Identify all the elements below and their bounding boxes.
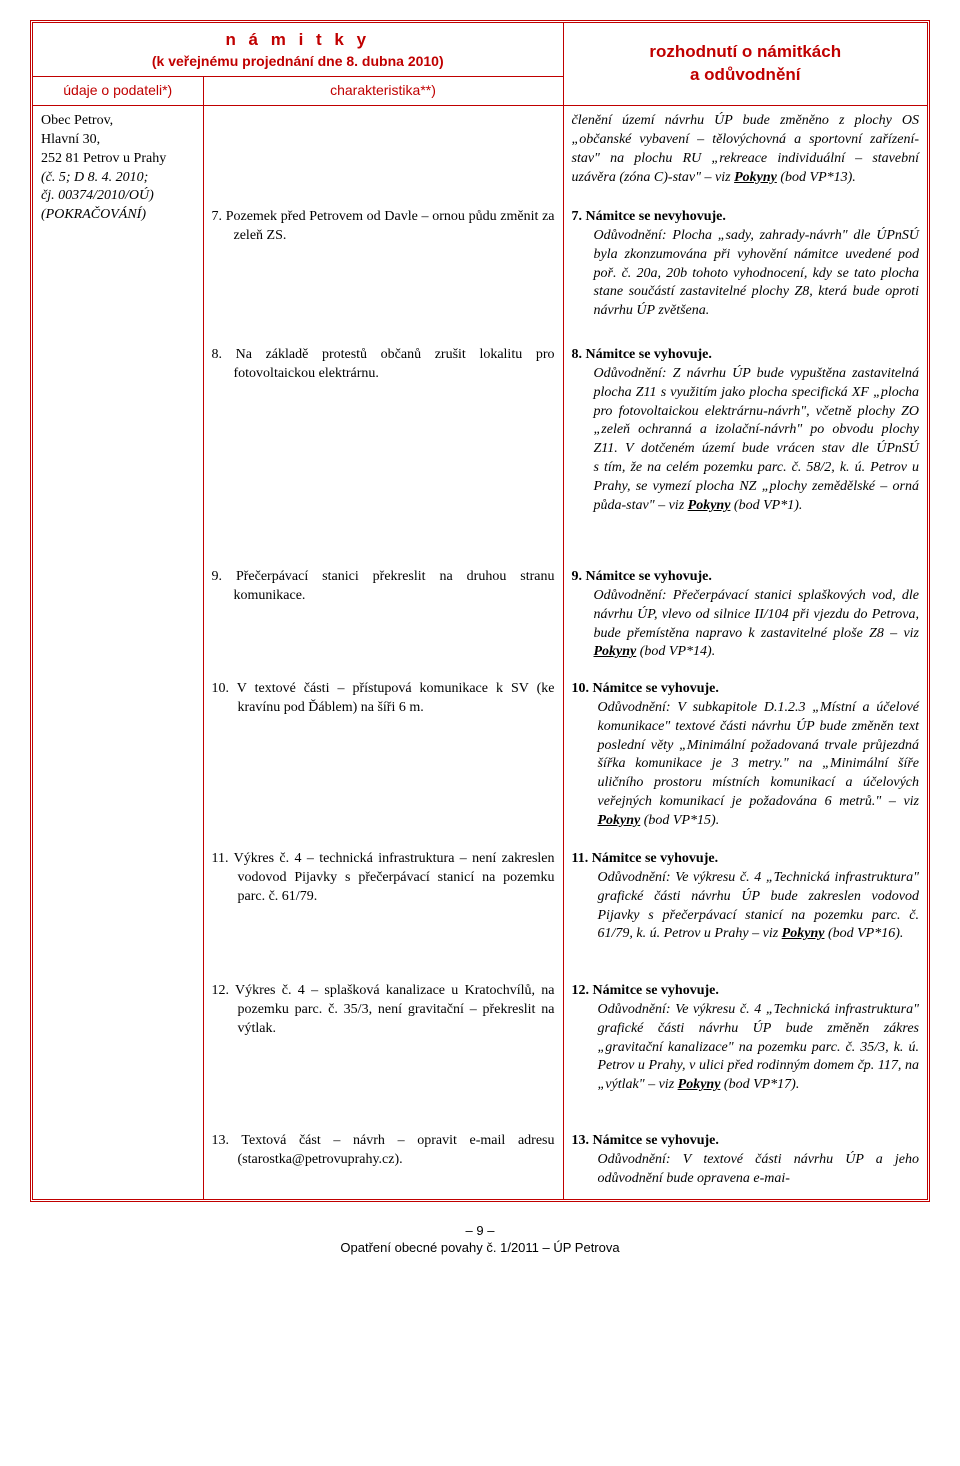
petitioner-line6: (POKRAČOVÁNÍ): [41, 206, 195, 225]
petitioner-line2: Hlavní 30,: [41, 131, 195, 150]
petitioner-line1: Obec Petrov,: [41, 112, 195, 131]
dec-8-body1: Odůvodnění: Z návrhu ÚP bude vypuštěna z…: [594, 366, 920, 513]
header-right-line1: rozhodnutí o námitkách: [570, 41, 922, 64]
header-subtitle: (k veřejnému projednání dne 8. dubna 201…: [37, 52, 559, 71]
petitioner-line5: čj. 00374/2010/OÚ): [41, 187, 195, 206]
main-table: n á m i t k y (k veřejnému projednání dn…: [33, 23, 927, 1199]
dec-13-title: 13. Námitce se vyhovuje.: [572, 1133, 719, 1148]
dec-intro: členění území návrhu ÚP bude změněno z p…: [572, 112, 920, 208]
dec-10-title: 10. Námitce se vyhovuje.: [572, 681, 719, 696]
dec-10-body2: (bod VP*15).: [640, 813, 719, 828]
dec-item-10: 10. Námitce se vyhovuje. Odůvodnění: V s…: [572, 680, 920, 850]
dec-11-body2: (bod VP*16).: [824, 926, 903, 941]
dec-13-body: Odůvodnění: V textové části návrhu ÚP a …: [598, 1152, 920, 1186]
petitioner-cell: Obec Petrov, Hlavní 30, 252 81 Petrov u …: [33, 105, 203, 1198]
char-item-7: 7. Pozemek před Petrovem od Davle – orno…: [212, 208, 555, 346]
page-footer: – 9 – Opatření obecné povahy č. 1/2011 –…: [30, 1222, 930, 1257]
dec-12-link: Pokyny: [678, 1077, 721, 1092]
char-item-10: 10. V textové části – přístupová komunik…: [212, 680, 555, 850]
char-item-11: 11. Výkres č. 4 – technická infrastruktu…: [212, 850, 555, 982]
dec-11-title: 11. Námitce se vyhovuje.: [572, 851, 719, 866]
dec-item-7: 7. Námitce se nevyhovuje. Odůvodnění: Pl…: [572, 208, 920, 346]
dec-9-link: Pokyny: [594, 644, 637, 659]
char-item-12: 12. Výkres č. 4 – splašková kanalizace u…: [212, 982, 555, 1132]
header-right: rozhodnutí o námitkách a odůvodnění: [563, 23, 927, 105]
header-left: n á m i t k y (k veřejnému projednání dn…: [33, 23, 563, 76]
dec-12-body2: (bod VP*17).: [720, 1077, 799, 1092]
footer-page-number: – 9 –: [30, 1222, 930, 1240]
dec-10-link: Pokyny: [598, 813, 641, 828]
dec-intro-tail: (bod VP*13).: [777, 170, 856, 185]
dec-9-title: 9. Námitce se vyhovuje.: [572, 569, 712, 584]
dec-8-title: 8. Námitce se vyhovuje.: [572, 347, 712, 362]
dec-intro-link: Pokyny: [734, 170, 777, 185]
dec-item-9: 9. Námitce se vyhovuje. Odůvodnění: Přeč…: [572, 568, 920, 680]
document-frame: n á m i t k y (k veřejnému projednání dn…: [30, 20, 930, 1202]
dec-8-link: Pokyny: [688, 498, 731, 513]
char-item-8: 8. Na základě protestů občanů zrušit lok…: [212, 346, 555, 568]
dec-10-body1: Odůvodnění: V subkapitole D.1.2.3 „Místn…: [598, 700, 920, 809]
decision-cell: členění území návrhu ÚP bude změněno z p…: [563, 105, 927, 1198]
dec-item-11: 11. Námitce se vyhovuje. Odůvodnění: Ve …: [572, 850, 920, 982]
header-col-b: charakteristika**): [203, 76, 563, 105]
dec-12-title: 12. Námitce se vyhovuje.: [572, 983, 719, 998]
dec-11-link: Pokyny: [782, 926, 825, 941]
characteristics-cell: 7. Pozemek před Petrovem od Davle – orno…: [203, 105, 563, 1198]
dec-item-8: 8. Námitce se vyhovuje. Odůvodnění: Z ná…: [572, 346, 920, 568]
petitioner-line4: (č. 5; D 8. 4. 2010;: [41, 169, 195, 188]
char-item-9: 9. Přečerpávací stanici překreslit na dr…: [212, 568, 555, 680]
dec-9-body2: (bod VP*14).: [636, 644, 715, 659]
dec-9-body1: Odůvodnění: Přečerpávací stanici splaško…: [594, 588, 920, 641]
dec-7-body: Odůvodnění: Plocha „sady, zahrady-návrh"…: [594, 228, 920, 319]
dec-8-body2: (bod VP*1).: [730, 498, 802, 513]
petitioner-line3: 252 81 Petrov u Prahy: [41, 150, 195, 169]
dec-item-13: 13. Námitce se vyhovuje. Odůvodnění: V t…: [572, 1132, 920, 1189]
dec-7-title: 7. Námitce se nevyhovuje.: [572, 209, 726, 224]
header-col-a: údaje o podateli*): [33, 76, 203, 105]
dec-item-12: 12. Námitce se vyhovuje. Odůvodnění: Ve …: [572, 982, 920, 1132]
footer-doc-title: Opatření obecné povahy č. 1/2011 – ÚP Pe…: [30, 1239, 930, 1257]
char-item-13: 13. Textová část – návrh – opravit e-mai…: [212, 1132, 555, 1170]
header-right-line2: a odůvodnění: [570, 64, 922, 87]
header-title: n á m i t k y: [37, 29, 559, 52]
